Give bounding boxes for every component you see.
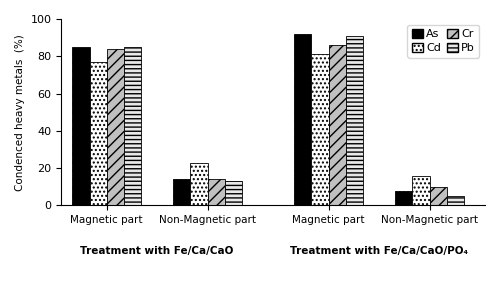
Bar <box>208 179 224 205</box>
Bar <box>190 162 208 205</box>
Bar <box>346 36 363 205</box>
Bar <box>312 54 328 205</box>
Bar <box>106 49 124 205</box>
Legend: As, Cd, Cr, Pb: As, Cd, Cr, Pb <box>408 25 480 58</box>
Text: Treatment with Fe/Ca/CaO/PO₄: Treatment with Fe/Ca/CaO/PO₄ <box>290 247 468 256</box>
Text: Treatment with Fe/Ca/CaO: Treatment with Fe/Ca/CaO <box>80 247 234 256</box>
Bar <box>90 62 106 205</box>
Bar <box>174 179 190 205</box>
Y-axis label: Condenced heavy metals  (%): Condenced heavy metals (%) <box>15 34 25 191</box>
Bar <box>328 45 346 205</box>
Bar <box>446 196 464 205</box>
Bar <box>395 191 412 205</box>
Bar <box>224 181 242 205</box>
Bar <box>72 47 90 205</box>
Bar <box>294 34 312 205</box>
Bar <box>412 176 430 205</box>
Bar <box>430 187 446 205</box>
Bar <box>124 47 141 205</box>
